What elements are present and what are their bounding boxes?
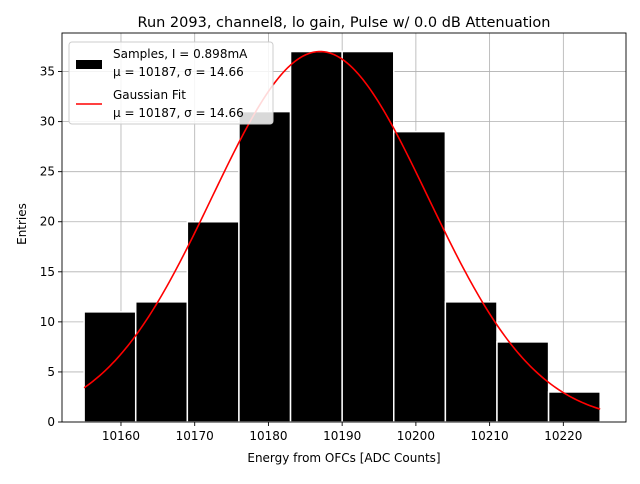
x-axis-label: Energy from OFCs [ADC Counts] bbox=[247, 451, 440, 465]
y-tick-label: 10 bbox=[40, 315, 55, 329]
x-tick-label: 10210 bbox=[471, 429, 509, 443]
fit-layer bbox=[83, 50, 601, 410]
histogram-bar bbox=[496, 341, 550, 423]
legend-label-samples: Samples, I = 0.898mA bbox=[113, 47, 248, 61]
histogram-bar bbox=[289, 50, 343, 423]
legend-box bbox=[68, 41, 274, 125]
histogram-bar bbox=[444, 301, 498, 423]
chart-title: Run 2093, channel8, lo gain, Pulse w/ 0.… bbox=[138, 15, 551, 31]
y-tick-label: 15 bbox=[40, 265, 55, 279]
plot-frame bbox=[61, 32, 627, 423]
x-tick-label: 10190 bbox=[323, 429, 361, 443]
x-tick-label: 10160 bbox=[102, 429, 140, 443]
legend-swatch-samples bbox=[76, 60, 102, 69]
x-tick-label: 10170 bbox=[176, 429, 214, 443]
y-tick-label: 0 bbox=[47, 415, 55, 429]
y-tick-label: 25 bbox=[40, 165, 55, 179]
legend-stats-samples: μ = 10187, σ = 14.66 bbox=[113, 65, 244, 79]
y-tick-label: 35 bbox=[40, 65, 55, 79]
histogram-bar bbox=[341, 50, 395, 423]
histogram-bars bbox=[83, 50, 601, 423]
y-tick-label: 20 bbox=[40, 215, 55, 229]
legend-stats-fit: μ = 10187, σ = 14.66 bbox=[113, 106, 244, 120]
x-tick-label: 10200 bbox=[397, 429, 435, 443]
x-tick-label: 10220 bbox=[544, 429, 582, 443]
legend: Samples, I = 0.898mA μ = 10187, σ = 14.6… bbox=[68, 41, 274, 125]
x-tick-label: 10180 bbox=[249, 429, 287, 443]
histogram-bar bbox=[134, 301, 189, 423]
y-axis-ticks: 0 5 10 15 20 25 30 35 bbox=[40, 65, 62, 429]
histogram-bar bbox=[238, 110, 292, 423]
legend-label-fit: Gaussian Fit bbox=[113, 88, 186, 102]
histogram-bar bbox=[186, 220, 240, 423]
x-axis-ticks: 10160 10170 10180 10190 10200 10210 10220 bbox=[102, 422, 582, 443]
gaussian-fit-line bbox=[83, 50, 601, 410]
y-axis-label: Entries bbox=[15, 203, 29, 245]
y-tick-label: 30 bbox=[40, 115, 55, 129]
y-tick-label: 5 bbox=[47, 365, 55, 379]
histogram-bar bbox=[393, 130, 447, 423]
